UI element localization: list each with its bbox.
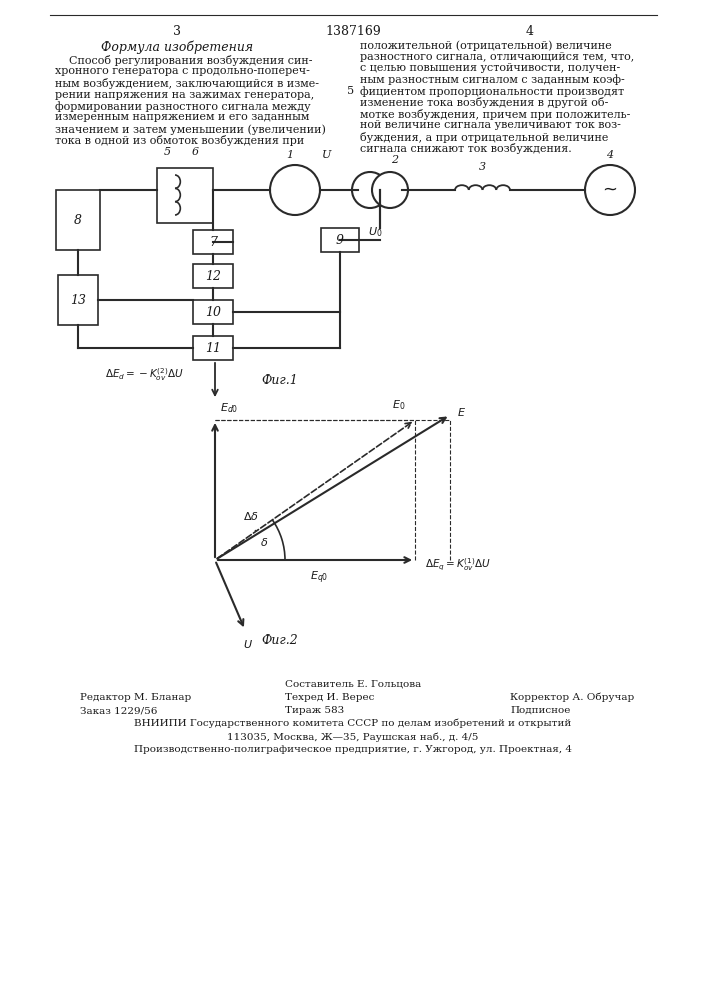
Text: $\Delta E_q = K_{ov}^{(1)}\Delta U$: $\Delta E_q = K_{ov}^{(1)}\Delta U$ [425,557,491,573]
Text: тока в одной из обмоток возбуждения при: тока в одной из обмоток возбуждения при [55,135,304,146]
Text: 3: 3 [479,162,486,172]
Text: Тираж 583: Тираж 583 [285,706,344,715]
Bar [193,300,233,324]
Text: ~: ~ [602,181,617,199]
Text: положительной (отрицательной) величине: положительной (отрицательной) величине [360,40,612,51]
Text: Способ регулирования возбуждения син-: Способ регулирования возбуждения син- [55,55,312,66]
Text: $E_0$: $E_0$ [392,398,405,412]
Text: ВНИИПИ Государственного комитета СССР по делам изобретений и открытий: ВНИИПИ Государственного комитета СССР по… [134,719,572,728]
Text: $E$: $E$ [457,406,466,418]
Text: Редактор М. Бланар: Редактор М. Бланар [80,693,192,702]
Bar [193,230,233,254]
Text: $E_{q0}$: $E_{q0}$ [310,570,328,586]
Text: изменение тока возбуждения в другой об-: изменение тока возбуждения в другой об- [360,98,609,108]
Text: 1: 1 [286,150,293,160]
Text: хронного генератора с продольно-попереч-: хронного генератора с продольно-попереч- [55,66,310,77]
Text: 13: 13 [70,294,86,306]
Text: Техред И. Верес: Техред И. Верес [285,693,375,702]
Text: ной величине сигнала увеличивают ток воз-: ной величине сигнала увеличивают ток воз… [360,120,621,130]
Text: 9: 9 [336,233,344,246]
Bar [193,336,233,360]
Bar [321,228,359,252]
Text: ным возбуждением, заключающийся в изме-: ным возбуждением, заключающийся в изме- [55,78,319,89]
Circle shape [270,165,320,215]
Text: $E_{d0}$: $E_{d0}$ [220,401,238,415]
Text: измеренным напряжением и его заданным: измеренным напряжением и его заданным [55,112,310,122]
Text: с целью повышения устойчивости, получен-: с целью повышения устойчивости, получен- [360,63,620,73]
Text: 8: 8 [74,214,82,227]
Bar [58,275,98,325]
Text: U: U [322,150,332,160]
Text: 12: 12 [205,269,221,282]
Text: Производственно-полиграфическое предприятие, г. Ужгород, ул. Проектная, 4: Производственно-полиграфическое предприя… [134,745,572,754]
Text: 6: 6 [192,147,199,157]
Text: 113035, Москва, Ж—35, Раушская наб., д. 4/5: 113035, Москва, Ж—35, Раушская наб., д. … [228,732,479,742]
Text: разностного сигнала, отличающийся тем, что,: разностного сигнала, отличающийся тем, ч… [360,51,634,62]
Text: 1387169: 1387169 [325,25,381,38]
Text: Фиг.2: Фиг.2 [262,634,298,647]
Text: 3: 3 [173,25,181,38]
Text: мотке возбуждения, причем при положитель-: мотке возбуждения, причем при положитель… [360,109,631,120]
Text: рении напряжения на зажимах генератора,: рении напряжения на зажимах генератора, [55,90,314,100]
Text: 4: 4 [526,25,534,38]
Text: Заказ 1229/56: Заказ 1229/56 [80,706,158,715]
Text: 10: 10 [205,306,221,318]
Circle shape [372,172,408,208]
Text: фициентом пропорциональности производят: фициентом пропорциональности производят [360,86,624,97]
Bar [193,264,233,288]
Circle shape [585,165,635,215]
Text: $\delta$: $\delta$ [260,536,268,548]
Text: 5: 5 [163,147,170,157]
Text: 4: 4 [607,150,614,160]
Text: Составитель Е. Гольцова: Составитель Е. Гольцова [285,680,421,689]
Text: 2: 2 [392,155,399,165]
Circle shape [352,172,388,208]
Bar [56,190,100,250]
Text: Корректор А. Обручар: Корректор А. Обручар [510,693,634,702]
Text: Подписное: Подписное [510,706,571,715]
Text: значением и затем уменьшении (увеличении): значением и затем уменьшении (увеличении… [55,124,326,135]
Text: 5: 5 [347,86,355,96]
Text: ным разностным сигналом с заданным коэф-: ным разностным сигналом с заданным коэф- [360,75,625,85]
Text: формировании разностного сигнала между: формировании разностного сигнала между [55,101,310,112]
Text: 7: 7 [209,235,217,248]
Text: сигнала снижают ток возбуждения.: сигнала снижают ток возбуждения. [360,143,572,154]
Text: $\Delta E_d = -K_{ov}^{(2)}\Delta U$: $\Delta E_d = -K_{ov}^{(2)}\Delta U$ [105,367,184,383]
Bar [157,167,213,223]
Text: $\Delta\delta$: $\Delta\delta$ [243,510,259,522]
Text: $U_0$: $U_0$ [368,225,382,239]
Text: Фиг.1: Фиг.1 [262,373,298,386]
Text: $U$: $U$ [243,638,253,650]
Text: 11: 11 [205,342,221,355]
Text: буждения, а при отрицательной величине: буждения, а при отрицательной величине [360,132,609,143]
Text: Формула изобретения: Формула изобретения [101,40,253,53]
